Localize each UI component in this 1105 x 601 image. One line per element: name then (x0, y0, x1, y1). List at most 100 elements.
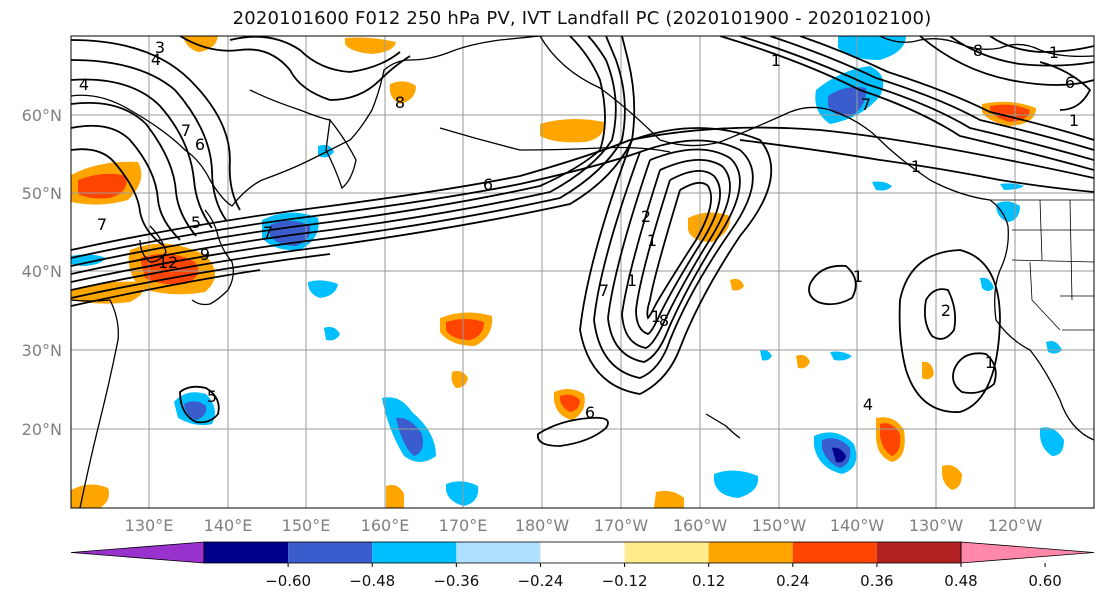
lon-tick-label: 170°W (594, 516, 649, 535)
lat-tick-label: 60°N (22, 106, 62, 125)
lat-tick-label: 20°N (22, 420, 62, 439)
contour-line (607, 148, 741, 363)
shade-region (838, 36, 906, 60)
colorbar-segment (204, 542, 289, 563)
shade-region (872, 181, 892, 191)
contour-label: 4 (79, 75, 89, 94)
contour-line (1039, 61, 1092, 111)
colorbar-tick-label: −0.36 (433, 572, 479, 590)
colorbar-extend-low (70, 541, 205, 564)
colorbar-tick-label: 0.12 (692, 572, 725, 590)
shade-region (942, 465, 962, 490)
coastline-hawaii (705, 413, 741, 439)
state-borders (990, 199, 1094, 331)
contour-line (949, 36, 1094, 67)
contour-line (537, 416, 609, 447)
colorbar-tick-label: −0.60 (265, 572, 311, 590)
contour-line (71, 78, 213, 229)
shade-region (345, 37, 396, 54)
shade-region (451, 370, 468, 388)
shade-region (1040, 427, 1064, 456)
contour-line (71, 269, 261, 307)
contour-line (71, 101, 197, 237)
shade-region (308, 280, 338, 298)
contour-label: 5 (207, 387, 217, 406)
contour-line (898, 249, 1001, 413)
latitude-labels: 60°N 50°N 40°N 30°N 20°N (22, 106, 62, 439)
shade-region (446, 319, 484, 340)
contour-label: 8 (659, 311, 669, 330)
contour-line (952, 352, 997, 394)
lat-tick-label: 40°N (22, 262, 62, 281)
contour-label: 12 (158, 253, 178, 272)
contour-label: 7 (97, 215, 107, 234)
colorbar: −0.60 −0.48 −0.36 −0.24 −0.12 0.12 0.24 0.36 0.4… (70, 541, 1095, 590)
lon-tick-label: 140°W (830, 516, 885, 535)
coastline-china (71, 299, 119, 508)
lat-tick-label: 50°N (22, 184, 62, 203)
colorbar-tick-label: 0.48 (944, 572, 977, 590)
contour-label: 6 (1065, 73, 1075, 92)
lon-tick-label: 150°E (282, 516, 331, 535)
contour-line (808, 264, 857, 306)
map-background (71, 36, 1094, 508)
contour-label: 7 (861, 95, 871, 114)
colorbar-segment (876, 542, 961, 563)
lon-tick-label: 180°W (515, 516, 570, 535)
map-frame (70, 35, 1095, 509)
coastline-aleutians (439, 127, 671, 153)
shade-region (389, 81, 416, 104)
longitude-labels: 130°E 140°E 150°E 160°E 170°E 180°W 170°W 160°W… (125, 516, 1043, 535)
shade-region (832, 447, 846, 463)
shade-region (714, 470, 759, 498)
contour-line (71, 36, 636, 291)
shade-region (324, 326, 340, 341)
contour-line (71, 36, 617, 275)
shade-region (922, 361, 934, 380)
contour-label: 2 (941, 301, 951, 320)
contour-line (71, 36, 626, 283)
contour-label: 7 (599, 281, 609, 300)
contour-line (579, 127, 773, 395)
contour-label: 4 (151, 50, 161, 69)
contour-line (179, 385, 220, 424)
lon-tick-label: 150°W (752, 516, 807, 535)
contour-line (71, 39, 241, 211)
coastline-japan (191, 209, 234, 306)
shade-region (540, 118, 605, 143)
map-title: 2020101600 F012 250 hPa PV, IVT Landfall… (232, 8, 932, 29)
colorbar-segment (708, 542, 793, 563)
shade-region (396, 417, 423, 456)
shade-region (980, 277, 994, 291)
shade-region (730, 278, 744, 291)
lon-tick-label: 170°E (439, 516, 488, 535)
lat-tick-label: 30°N (22, 341, 62, 360)
coastline-alaska (539, 36, 1094, 441)
contour-line (71, 124, 181, 241)
contour-label: 9 (200, 245, 210, 264)
colorbar-tick-label: −0.12 (602, 572, 648, 590)
contour-line (71, 36, 606, 267)
contour-line (635, 170, 721, 335)
contour-label: 6 (195, 135, 205, 154)
shade-region (760, 349, 772, 361)
shade-region (996, 201, 1020, 222)
contour-line (769, 36, 1094, 151)
contour-label: 1 (771, 51, 781, 70)
contour-line (593, 139, 754, 379)
colorbar-tick-label: 0.24 (776, 572, 809, 590)
contour-label: 1 (627, 271, 637, 290)
contour-line (71, 59, 227, 221)
graticule (71, 36, 1094, 508)
shade-region (796, 354, 810, 369)
contour-line (71, 126, 1094, 251)
contour-label: 7 (181, 121, 191, 140)
contour-label: 7 (263, 223, 273, 242)
lon-tick-label: 120°W (988, 516, 1043, 535)
shade-region (560, 394, 580, 412)
contour-label: 1 (1049, 43, 1059, 62)
colorbar-segment (792, 542, 877, 563)
contour-line (71, 148, 165, 247)
colorbar-frame (203, 541, 962, 564)
